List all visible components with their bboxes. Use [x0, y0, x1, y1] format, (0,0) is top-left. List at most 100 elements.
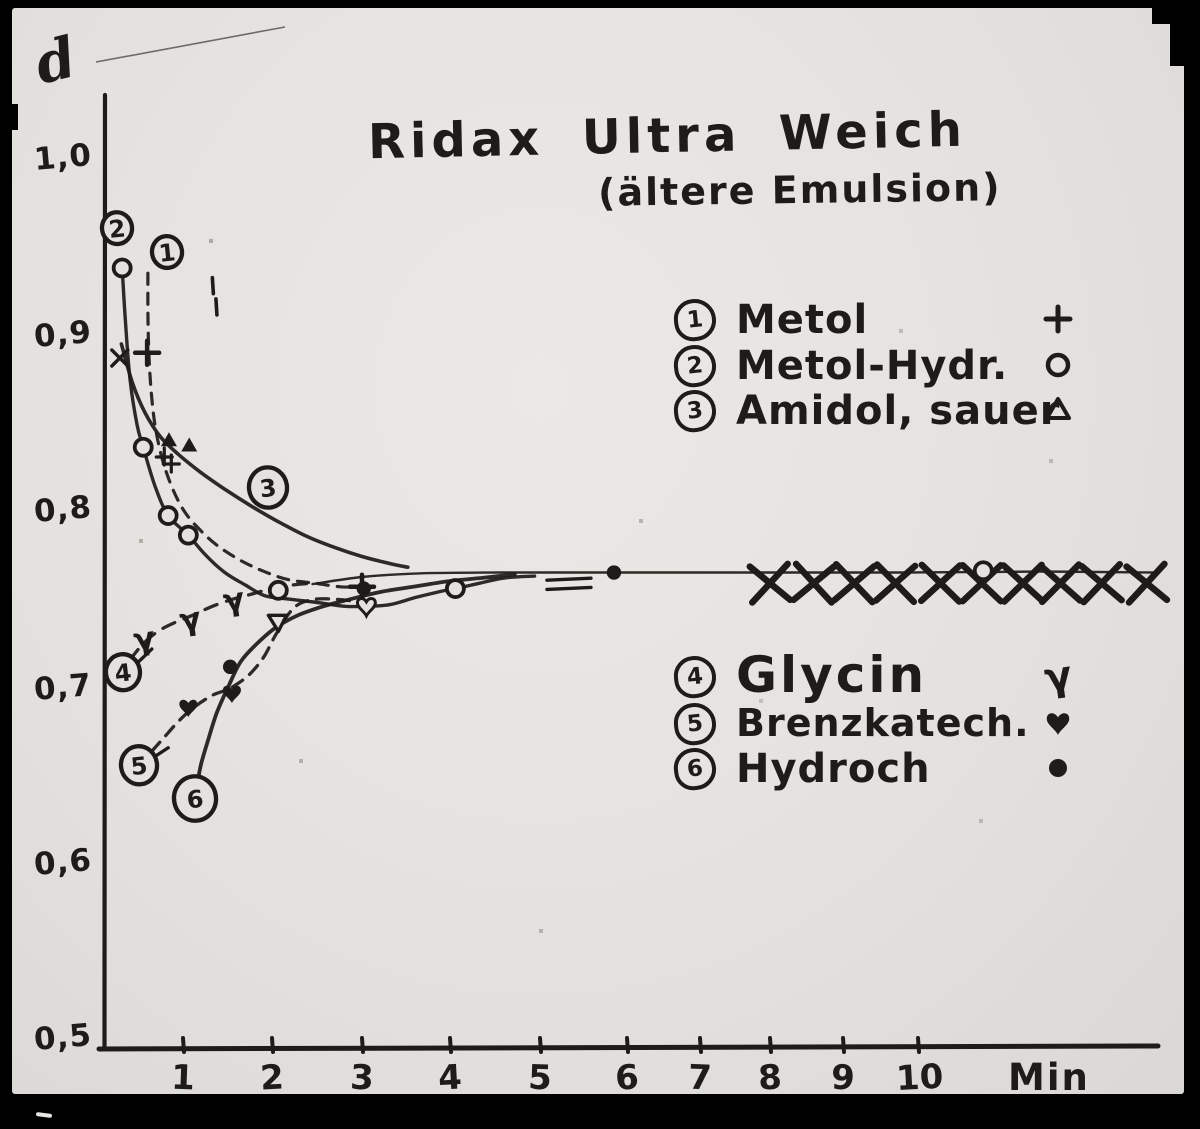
legend-number-badge: 6	[671, 745, 719, 793]
marker-circle-open	[157, 505, 179, 526]
legend-number-badge: 4	[671, 653, 719, 701]
x-cross-mark	[831, 560, 878, 606]
x-tick-label-1: 1	[170, 1057, 196, 1099]
legend-symbol-circle-open	[1032, 341, 1088, 391]
marker-triangle-filled-small	[181, 437, 198, 452]
legend-label: Brenzkatech.	[736, 701, 1030, 745]
y-tick-label-0,9: 0,9	[32, 314, 94, 355]
legend-number-badge: 5	[671, 700, 719, 748]
marker-gamma: γ	[221, 581, 247, 620]
series-line-metol	[146, 271, 364, 589]
marker-plus-small	[161, 453, 181, 474]
marker-triangle-down-open	[266, 613, 289, 634]
scan-scratch-line	[95, 26, 286, 63]
frame-notch-right	[1170, 20, 1200, 66]
legend-label: Glycin	[736, 646, 928, 704]
x-axis-tick	[625, 1036, 630, 1054]
x-cross-mark	[1123, 560, 1171, 606]
legend-number-badge: 1	[671, 296, 719, 344]
legend-symbol-canvas	[1045, 397, 1071, 420]
marker-dot-filled	[606, 565, 622, 580]
legend-symbol-heart-filled	[1032, 699, 1088, 749]
marker-dash-v	[214, 297, 219, 317]
series-line-brenzkatechin	[150, 597, 370, 753]
svg-text:γ: γ	[131, 620, 157, 659]
photo-paper	[12, 8, 1184, 1094]
x-tick-label-8: 8	[757, 1057, 783, 1099]
marker-triangle-filled-small	[160, 432, 177, 447]
x-cross-mark	[746, 560, 794, 606]
marker-plus-small	[154, 446, 174, 467]
svg-text:γ: γ	[1041, 652, 1074, 701]
legend-symbol-dot-filled	[1032, 744, 1088, 794]
legend-symbol-triangle-open	[1032, 386, 1088, 436]
x-axis-tick	[916, 1036, 921, 1054]
curve-label-5: 5	[118, 744, 170, 787]
legend-entry-glycin: 4 Glycin γ	[671, 646, 1114, 704]
x-tick-label-10: 10	[894, 1056, 945, 1100]
x-axis-line	[96, 1043, 1161, 1052]
y-axis-line	[102, 92, 108, 1051]
legend-symbol-gamma: γ	[1032, 652, 1088, 702]
x-tick-label-6: 6	[614, 1057, 640, 1099]
x-cross-mark	[1078, 560, 1125, 606]
svg-text:3: 3	[258, 474, 278, 504]
marker-gamma: γ	[1041, 652, 1074, 701]
legend-label: Hydroch	[736, 746, 931, 792]
legend-symbol-canvas	[1049, 759, 1067, 777]
x-tick-label-2: 2	[259, 1057, 285, 1099]
legend-entry-metol-hydr-: 2 Metol-Hydr.	[671, 341, 1114, 391]
marker-plus	[1043, 304, 1073, 334]
legend-symbol-plus	[1032, 295, 1088, 345]
x-axis-unit-label: Min	[1008, 1056, 1090, 1099]
x-axis-tick	[448, 1036, 453, 1054]
legend-label: Metol	[736, 297, 869, 343]
curve-label-3: 3	[246, 465, 290, 510]
y-tick-label-0,8: 0,8	[32, 489, 94, 530]
legend-entry-amidol-sauer: 3 Amidol, sauer	[671, 386, 1114, 436]
legend-symbol-canvas	[1043, 304, 1073, 334]
curve-label-1: 1	[149, 234, 185, 271]
frame-nub-left	[0, 104, 18, 130]
marker-gamma: γ	[131, 620, 157, 659]
x-axis-tick	[698, 1036, 703, 1054]
marker-dash-h	[545, 576, 593, 582]
legend-label: Metol-Hydr.	[736, 343, 1009, 389]
curve-label-6: 6	[171, 774, 219, 823]
svg-text:1: 1	[157, 238, 177, 268]
marker-circle-open	[1045, 352, 1071, 378]
chart-title: Ridax Ultra Weich	[367, 101, 968, 171]
x-axis-tick	[768, 1036, 773, 1054]
marker-dot-filled	[1049, 759, 1067, 777]
x-axis-tick	[538, 1036, 543, 1054]
marker-plus	[132, 338, 162, 367]
marker-dash-h	[545, 585, 593, 592]
x-axis-tick	[181, 1036, 186, 1054]
svg-text:γ: γ	[221, 581, 247, 620]
marker-triangle-open	[1045, 397, 1071, 420]
series-line-amidol	[119, 342, 410, 569]
marker-x-small	[110, 348, 130, 368]
legend-label: Amidol, sauer	[736, 388, 1061, 434]
legend-number-badge: 2	[671, 342, 719, 390]
svg-text:5: 5	[129, 751, 149, 781]
marker-gamma: γ	[177, 600, 203, 639]
marker-heart-filled	[1046, 713, 1070, 735]
marker-circle-open	[267, 579, 289, 601]
marker-circle-open	[177, 524, 199, 546]
y-axis-label: d	[28, 24, 83, 98]
marker-heart-open	[355, 597, 377, 620]
marker-circle-open	[972, 560, 994, 582]
marker-circle-open	[444, 578, 466, 599]
x-axis-tick	[841, 1036, 846, 1054]
legend-entry-hydroch: 6 Hydroch	[671, 744, 1114, 794]
x-tick-label-5: 5	[527, 1057, 553, 1099]
y-tick-label-0,7: 0,7	[32, 667, 94, 708]
y-tick-label-0,6: 0,6	[32, 842, 94, 883]
x-cross-mark	[872, 561, 919, 606]
marker-dash-v	[210, 275, 216, 296]
x-tick-label-4: 4	[437, 1057, 463, 1099]
